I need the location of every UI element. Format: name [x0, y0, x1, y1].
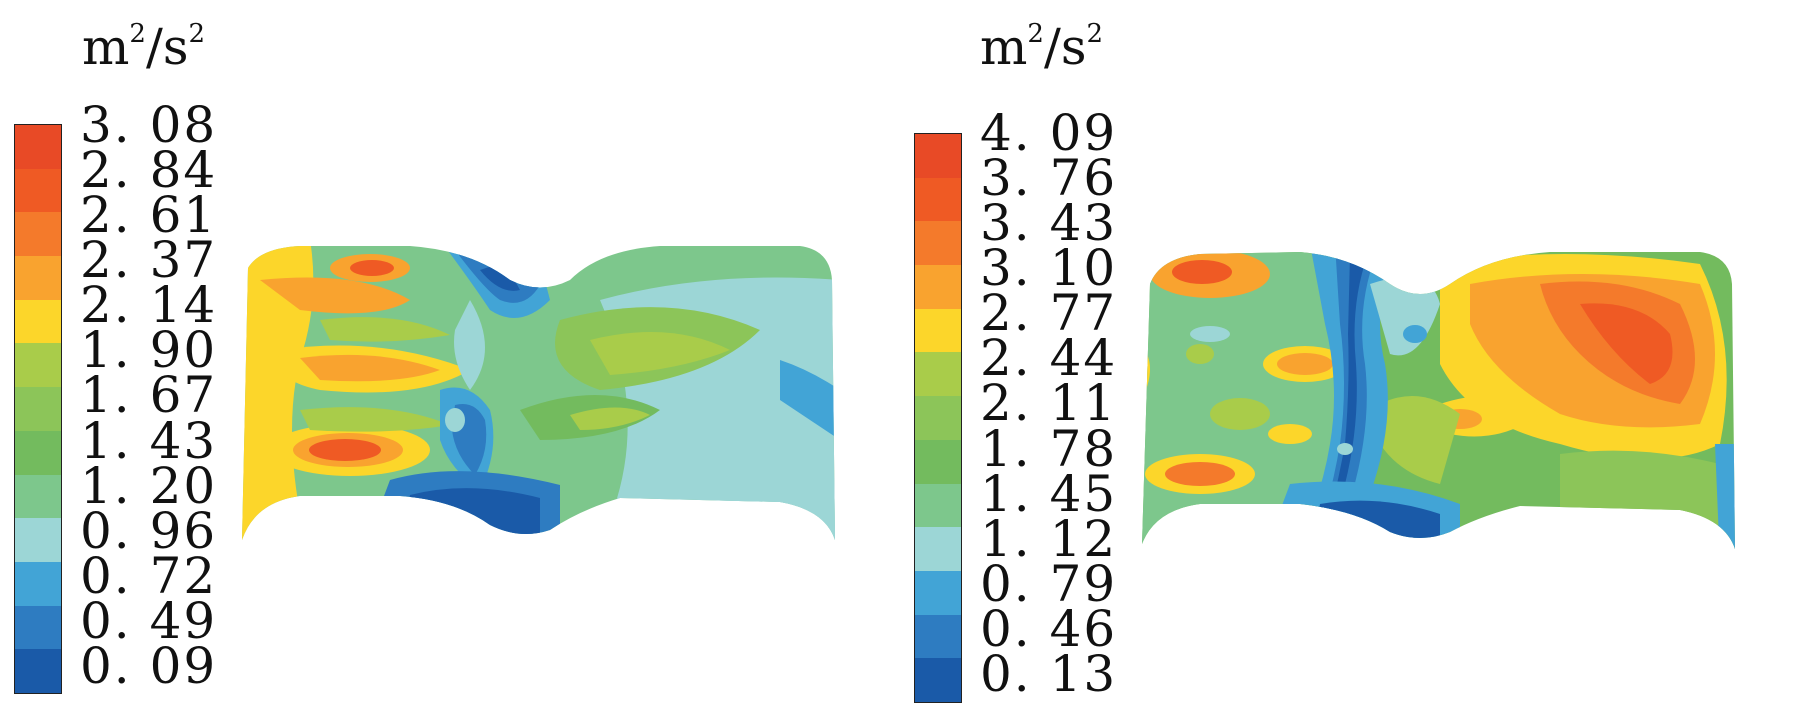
colorbar-tick-label: 3. 08: [80, 96, 218, 154]
colorbar-swatch: [915, 658, 961, 702]
colorbar-tick-label: 3. 10: [980, 239, 1118, 298]
colorbar-tick-label: 1. 90: [80, 321, 218, 380]
colorbar: [14, 124, 62, 694]
colorbar-tick-label: 2. 37: [80, 231, 218, 290]
colorbar-swatch: [915, 177, 961, 222]
colorbar-tick-label: 3. 43: [980, 194, 1118, 253]
colorbar-swatch: [915, 483, 961, 528]
colorbar-tick-label: 2. 11: [980, 374, 1118, 433]
colorbar-tick-label: 1. 78: [980, 419, 1118, 478]
colorbar-tick-label: 0. 13: [980, 644, 1118, 703]
colorbar-tick-label: 0. 79: [980, 554, 1118, 613]
unit-label: m2/s2: [82, 18, 206, 76]
colorbar-tick-label: 1. 20: [80, 456, 218, 515]
colorbar-swatch: [15, 125, 61, 169]
colorbar-tick-label: 4. 09: [980, 104, 1118, 162]
colorbar-tick-label: 2. 84: [80, 141, 218, 200]
colorbar-swatch: [15, 299, 61, 344]
colorbar-swatch: [15, 343, 61, 388]
colorbar-swatch: [915, 614, 961, 659]
colorbar-swatch: [15, 256, 61, 300]
colorbar-swatch: [15, 649, 61, 693]
colorbar-swatch: [915, 352, 961, 397]
colorbar-swatch: [15, 430, 61, 475]
colorbar-swatch: [915, 265, 961, 309]
colorbar-tick-label: 2. 61: [80, 186, 218, 245]
colorbar-tick-label: 1. 12: [980, 509, 1118, 568]
colorbar-swatch: [15, 561, 61, 606]
colorbar-swatch: [915, 134, 961, 178]
velocity-contour-surface: [1142, 252, 1735, 549]
colorbar-swatch: [15, 387, 61, 431]
colorbar-tick-label: 3. 76: [980, 149, 1118, 208]
colorbar-tick-label: 0. 46: [980, 599, 1118, 658]
colorbar-swatch: [915, 570, 961, 615]
colorbar: [914, 133, 962, 703]
colorbar-swatch: [15, 212, 61, 257]
colorbar-swatch: [15, 168, 61, 213]
colorbar-swatch: [915, 308, 961, 353]
colorbar-tick-label: 1. 67: [80, 366, 218, 425]
colorbar-tick-label: 0. 72: [80, 546, 218, 605]
colorbar-tick-label: 0. 09: [80, 636, 218, 695]
colorbar-swatch: [915, 396, 961, 440]
colorbar-tick-label: 0. 96: [80, 501, 218, 560]
contour-panel-left: m2/s2 3. 08 2. 84 2. 61 2. 37 2. 14 1. 90 1. 6…: [0, 0, 880, 718]
colorbar-swatch: [15, 518, 61, 562]
colorbar-tick-label: 2. 14: [80, 276, 218, 335]
colorbar-tick-label: 0. 49: [80, 591, 218, 650]
colorbar-tick-label: 1. 45: [980, 464, 1118, 523]
contour-panel-right: m2/s2 4. 09 3. 76 3. 43 3. 10 2. 77 2. 44 2. 1…: [900, 0, 1818, 718]
colorbar-swatch: [15, 605, 61, 650]
colorbar-swatch: [15, 474, 61, 519]
unit-label: m2/s2: [980, 18, 1104, 76]
colorbar-tick-label: 2. 77: [980, 284, 1118, 343]
colorbar-swatch: [915, 527, 961, 571]
colorbar-tick-label: 1. 43: [80, 411, 218, 470]
velocity-contour-surface: [242, 246, 835, 540]
colorbar-swatch: [915, 439, 961, 484]
colorbar-tick-label: 2. 44: [980, 329, 1118, 388]
colorbar-swatch: [915, 221, 961, 266]
